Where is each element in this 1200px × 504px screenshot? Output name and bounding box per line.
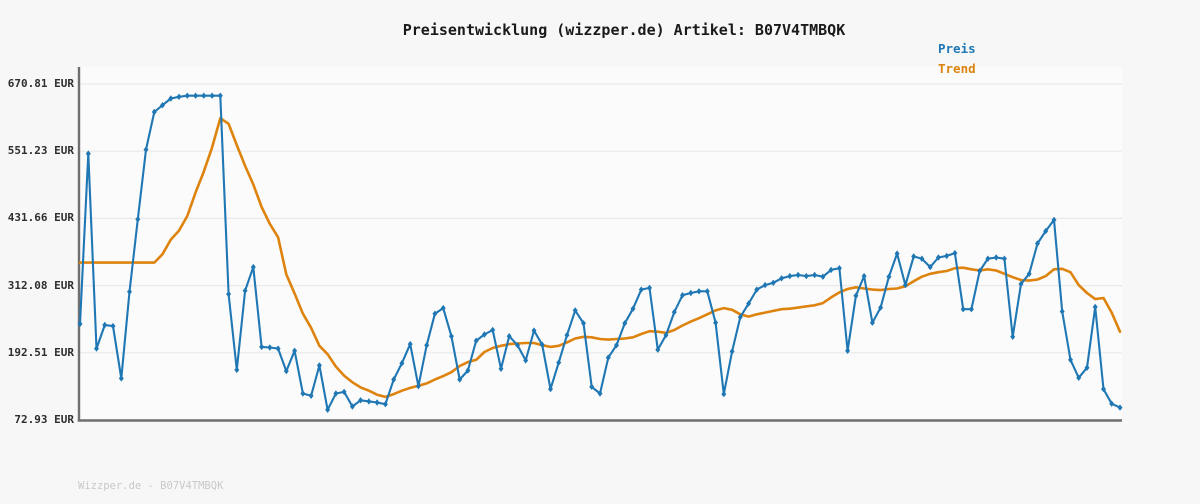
y-axis-tick-label: 312.08 EUR (7, 278, 74, 292)
y-axis-tick-label: 551.23 EUR (7, 144, 74, 158)
trend-line (78, 116, 1122, 399)
y-axis-tick-label: 72.93 EUR (14, 413, 74, 426)
page-title: Preisentwicklung (wizzper.de) Artikel: B… (402, 21, 846, 39)
chart-legend: Preis Trend (938, 39, 976, 79)
y-axis-tick-label: 431.66 EUR (7, 211, 74, 225)
y-axis-tick-label: 670.81 EUR (7, 77, 74, 90)
plot-area (79, 67, 1122, 421)
y-axis-tick-label: 192.51 EUR (7, 345, 74, 359)
legend-item-trend: Trend (938, 61, 976, 76)
watermark-text: Wizzper.de - B07V4TMBQK (78, 480, 224, 492)
legend-item-preis: Preis (938, 41, 976, 56)
